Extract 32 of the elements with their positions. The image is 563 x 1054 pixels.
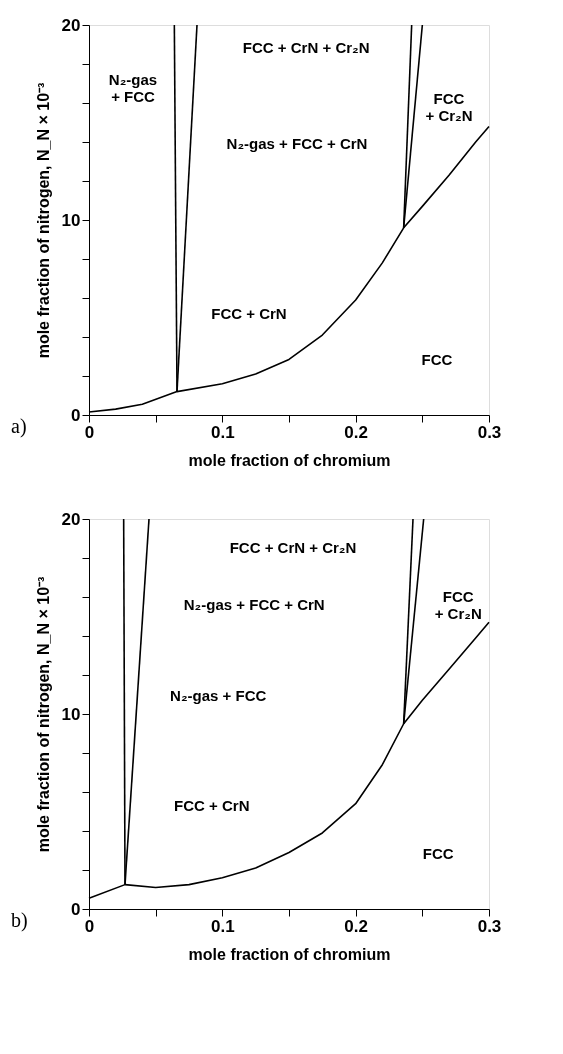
annotation: FCC + CrN + Cr₂N [229, 539, 357, 557]
annotation: N₂-gas + FCC + CrN [183, 595, 325, 613]
y-tick-label: 0 [71, 405, 81, 425]
y-axis-title: mole fraction of nitrogen, N_N × 10⁻³ [34, 82, 52, 359]
y-tick-label: 10 [61, 704, 81, 724]
x-tick-label: 0.1 [211, 422, 235, 442]
y-tick-label: 10 [61, 210, 81, 230]
x-tick-label: 0.3 [477, 916, 502, 936]
x-tick-label: 0.2 [344, 422, 368, 442]
annotation: FCC [421, 351, 453, 369]
annotation: N₂-gas + FCC + CrN [226, 134, 368, 152]
annotation: FCC + Cr₂N [434, 588, 482, 622]
y-tick-label: 20 [61, 509, 81, 529]
annotation: FCC + CrN [174, 796, 250, 814]
x-axis-title: mole fraction of chromium [188, 945, 391, 963]
annotation: N₂-gas + FCC [108, 70, 158, 105]
y-tick-label: 20 [61, 15, 81, 35]
annotation: FCC [422, 845, 454, 863]
x-tick-label: 0.3 [477, 422, 502, 442]
y-tick-label: 0 [71, 899, 81, 919]
annotation: FCC + CrN + Cr₂N [242, 39, 370, 57]
text: a) [11, 415, 27, 438]
x-tick-label: 0.1 [211, 916, 235, 936]
x-tick-label: 0 [84, 422, 95, 442]
x-axis-title: mole fraction of chromium [188, 451, 391, 469]
annotation: FCC + Cr₂N [425, 90, 473, 125]
annotation: FCC + CrN [211, 304, 287, 322]
y-axis-title: mole fraction of nitrogen, N_N × 10⁻³ [34, 576, 52, 853]
x-tick-label: 0 [84, 916, 95, 936]
text: b) [11, 909, 28, 932]
annotation: N₂-gas + FCC [170, 687, 267, 705]
x-tick-label: 0.2 [344, 916, 368, 936]
